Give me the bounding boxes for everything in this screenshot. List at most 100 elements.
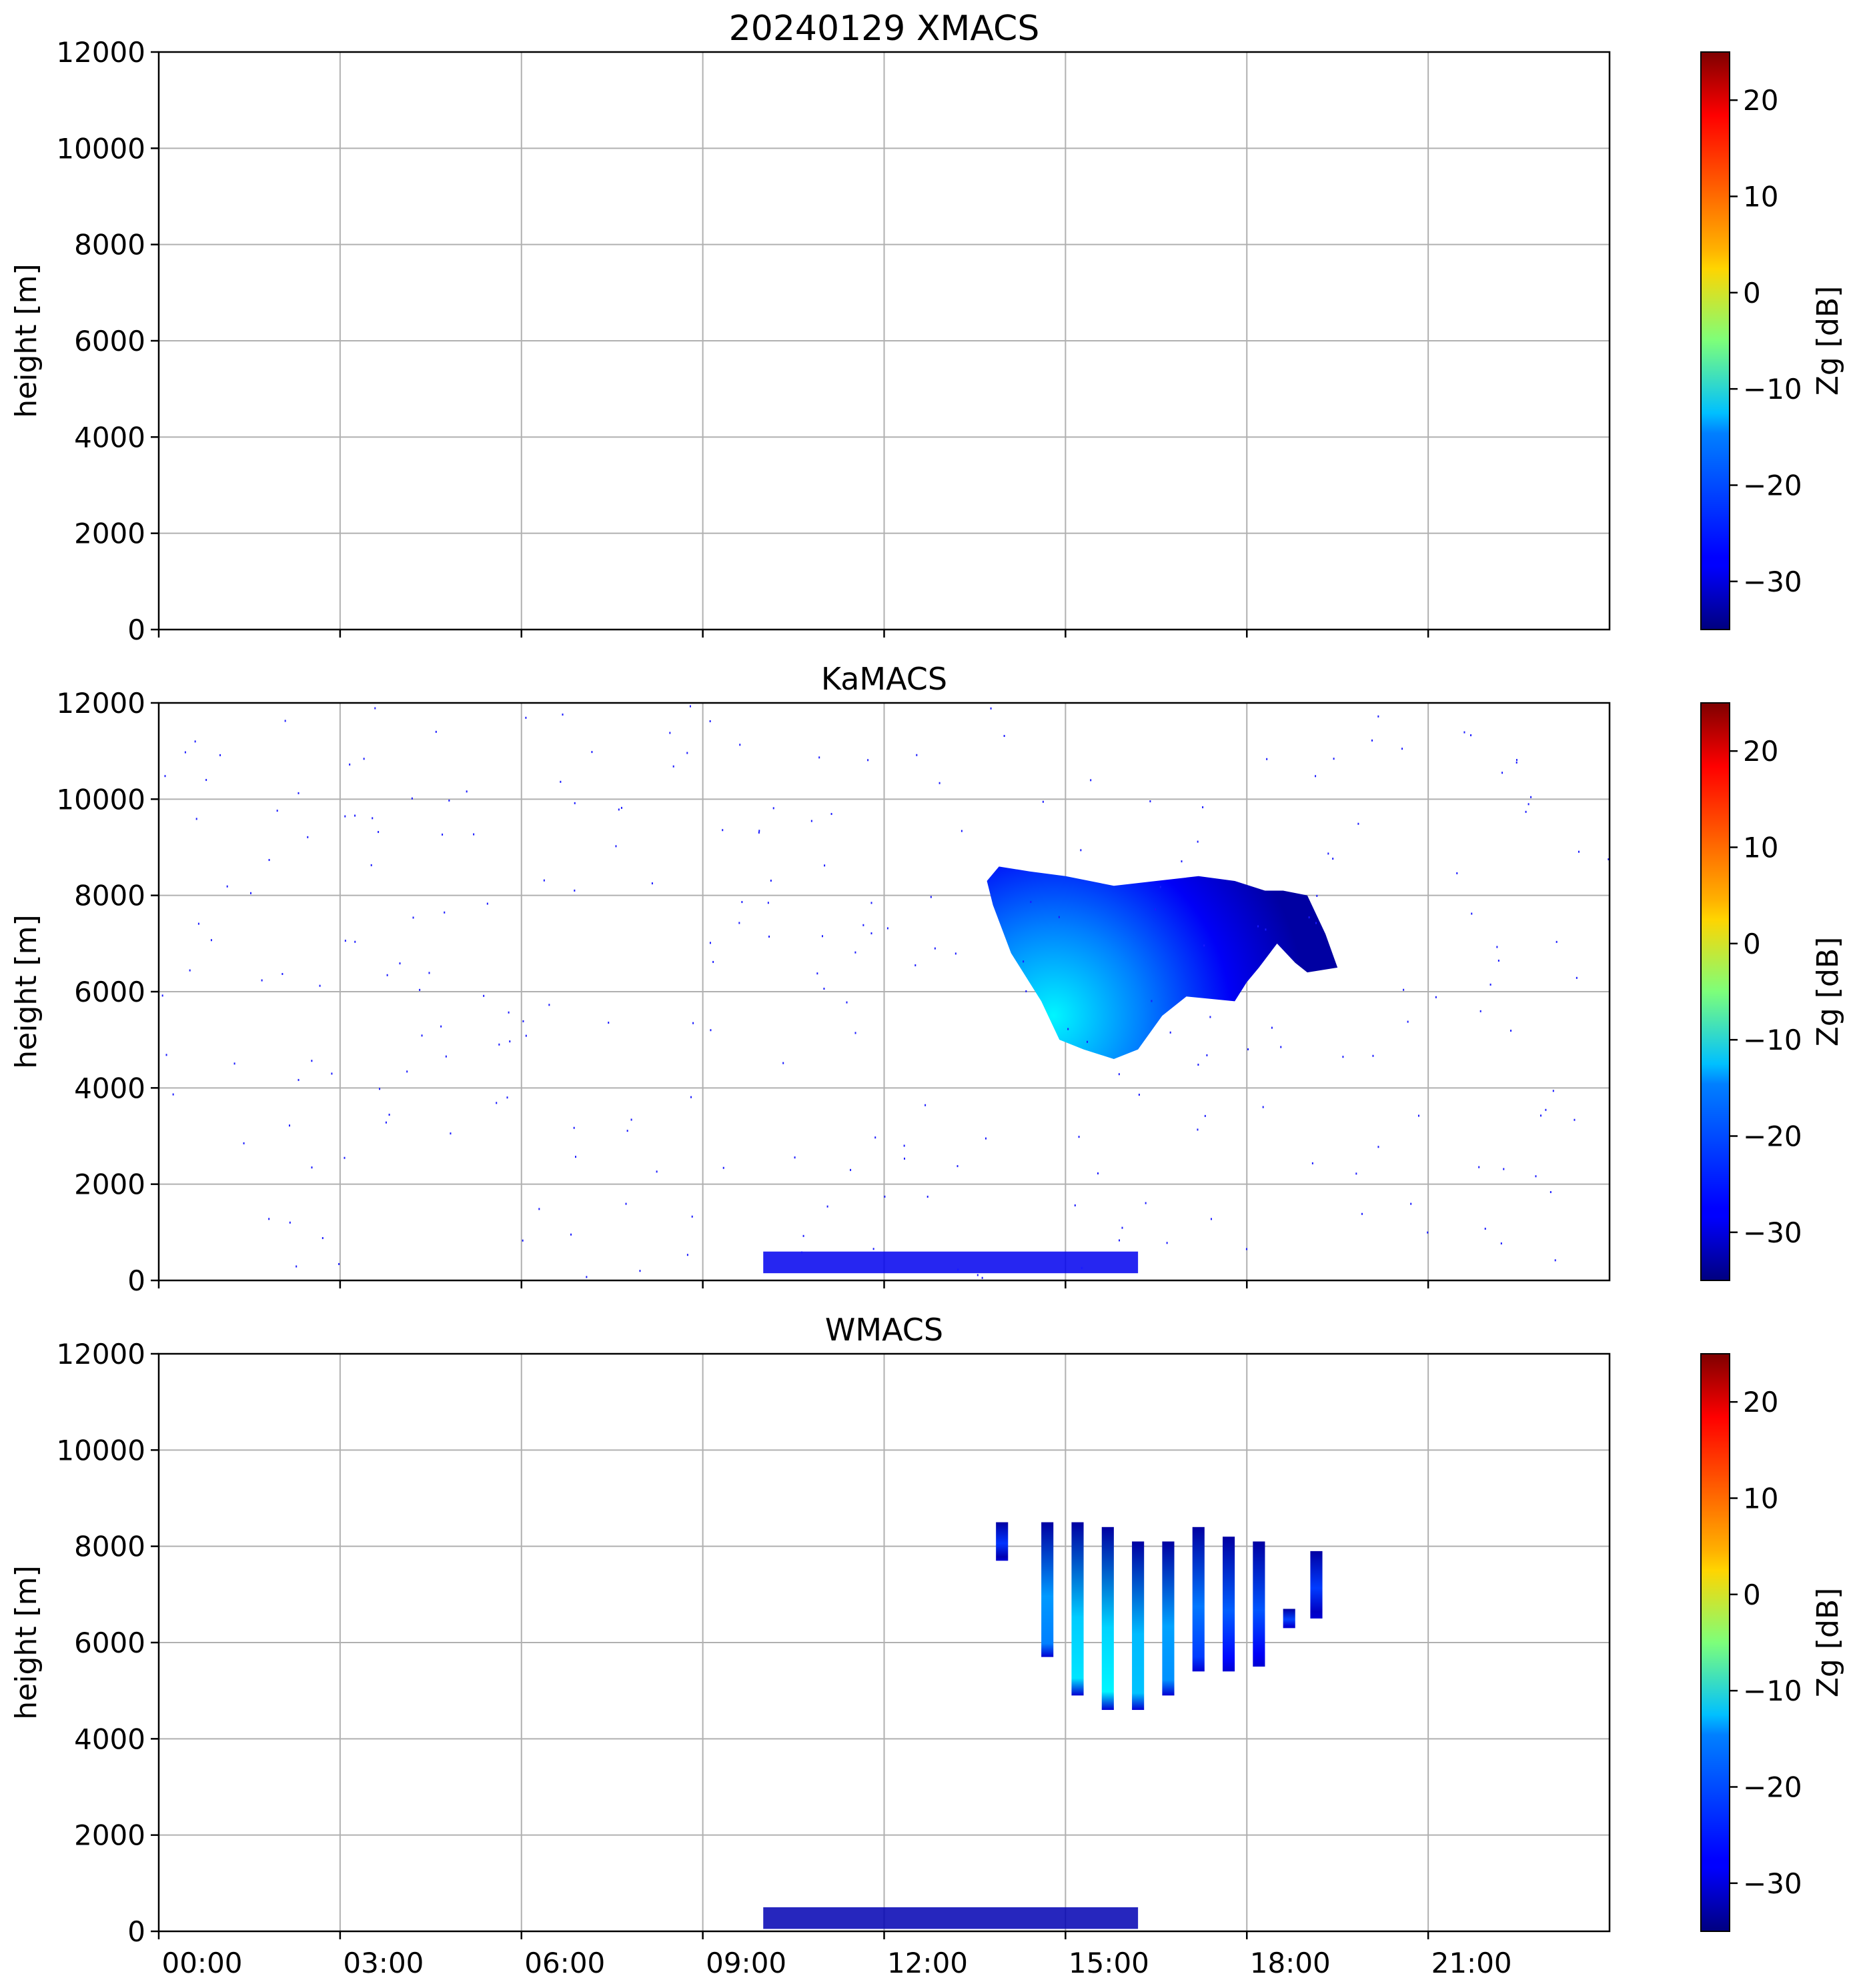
- colorbar: −30 −20 −10 0 10 20 Zg [dB]: [1700, 702, 1845, 1281]
- noise-speckle: [226, 885, 228, 888]
- noise-speckle: [1576, 976, 1578, 979]
- noise-speckle: [1552, 1090, 1554, 1092]
- noise-speckle: [1410, 1202, 1412, 1205]
- noise-speckle: [985, 1137, 987, 1140]
- noise-speckle: [164, 775, 166, 778]
- noise-speckle: [419, 988, 421, 991]
- noise-speckle: [421, 1034, 423, 1037]
- noise-speckle: [311, 1166, 313, 1169]
- noise-speckle: [1166, 1242, 1168, 1244]
- colorbar-tick-label: 0: [1743, 928, 1761, 960]
- noise-speckle: [1342, 1056, 1344, 1058]
- noise-speckle: [1497, 960, 1499, 962]
- panel-title: KaMACS: [821, 661, 947, 697]
- noise-speckle: [1025, 990, 1027, 992]
- noise-speckle: [331, 1072, 333, 1075]
- colorbar-tick-label: −20: [1743, 1771, 1802, 1804]
- echo-layer: [763, 1522, 1323, 1929]
- noise-speckle: [1169, 1031, 1171, 1034]
- noise-speckle: [821, 935, 823, 938]
- noise-speckle: [440, 1025, 442, 1028]
- noise-speckle: [1266, 758, 1268, 760]
- noise-speckle: [249, 892, 251, 894]
- noise-speckle: [1245, 1248, 1247, 1250]
- noise-speckle: [1471, 912, 1473, 915]
- noise-speckle: [1361, 1212, 1363, 1215]
- noise-speckle: [1081, 1266, 1083, 1269]
- noise-speckle: [386, 974, 388, 976]
- colorbar-ticks: −30 −20 −10 0 10 20: [1730, 735, 1802, 1249]
- noise-speckle: [810, 820, 812, 822]
- noise-speckle: [930, 896, 932, 898]
- noise-speckle: [466, 790, 468, 793]
- noise-speckle: [1578, 850, 1580, 853]
- noise-speckle: [289, 1221, 291, 1224]
- noise-speckle: [625, 1202, 627, 1205]
- x-tick-label: 09:00: [706, 1947, 786, 1979]
- noise-speckle: [385, 1121, 387, 1124]
- noise-speckle: [981, 1276, 983, 1279]
- x-tick-label: 21:00: [1431, 1947, 1512, 1979]
- noise-speckle: [686, 1254, 688, 1256]
- colorbar-tick-label: 20: [1743, 735, 1778, 768]
- noise-speckle: [957, 1268, 959, 1271]
- noise-speckle: [399, 962, 401, 965]
- noise-speckle: [1372, 1054, 1374, 1057]
- y-axis-label: height [m]: [9, 1565, 43, 1719]
- noise-speckle: [344, 815, 346, 818]
- y-tick-label: 0: [127, 1264, 145, 1297]
- noise-speckle: [189, 969, 191, 972]
- noise-speckle: [741, 901, 743, 904]
- noise-speckle: [1118, 1073, 1120, 1076]
- noise-speckle: [926, 1195, 928, 1198]
- cloud-column-echo: [1041, 1522, 1054, 1657]
- noise-speckle: [473, 833, 475, 836]
- noise-speckle: [1074, 1204, 1076, 1206]
- colorbar-label: Zg [dB]: [1811, 1588, 1845, 1698]
- x-tick-label: 00:00: [161, 1947, 242, 1979]
- noise-speckle: [710, 1029, 712, 1032]
- noise-speckle: [639, 1270, 641, 1272]
- noise-speckle: [197, 922, 199, 925]
- noise-speckle: [1097, 1172, 1099, 1175]
- y-tick-label: 6000: [74, 1627, 145, 1659]
- x-tick-label: 06:00: [524, 1947, 605, 1979]
- noise-speckle: [672, 765, 674, 768]
- noise-speckle: [1470, 734, 1472, 737]
- noise-speckle: [1149, 800, 1151, 803]
- noise-speckle: [1271, 1026, 1273, 1029]
- noise-speckle: [914, 964, 916, 966]
- noise-speckle: [1203, 944, 1205, 947]
- noise-speckle: [307, 836, 309, 838]
- noise-speckle: [768, 935, 770, 938]
- cloud-column-echo: [1283, 1609, 1295, 1629]
- colorbar-tick-label: −10: [1743, 373, 1802, 405]
- noise-speckle: [1204, 1114, 1206, 1117]
- noise-speckle: [1311, 1162, 1313, 1164]
- colorbar: −30 −20 −10 0 10 20 Zg [dB]: [1700, 51, 1845, 630]
- noise-speckle: [195, 818, 197, 820]
- x-tick-label: 18:00: [1250, 1947, 1331, 1979]
- noise-speckle: [630, 1118, 632, 1121]
- noise-speckle: [388, 1114, 390, 1116]
- noise-speckle: [506, 1096, 508, 1099]
- colorbar-tick-label: −20: [1743, 469, 1802, 502]
- noise-speckle: [591, 751, 593, 754]
- noise-speckle: [872, 1248, 874, 1250]
- colorbar-tick-label: −30: [1743, 566, 1802, 598]
- noise-speckle: [284, 720, 286, 722]
- noise-speckle: [1210, 1218, 1212, 1220]
- noise-speckle: [575, 1156, 577, 1158]
- colorbar-tick-label: 20: [1743, 1386, 1778, 1418]
- cloud-echo: [987, 866, 1338, 1060]
- noise-speckle: [1427, 1231, 1429, 1234]
- y-tick-label: 8000: [74, 880, 145, 912]
- noise-speckle: [243, 1142, 245, 1144]
- noise-speckle: [1550, 1191, 1552, 1194]
- noise-speckle: [522, 1239, 524, 1242]
- y-tick-label: 12000: [56, 687, 145, 720]
- noise-speckle: [903, 1144, 905, 1147]
- noise-speckle: [1280, 1046, 1282, 1048]
- noise-speckle: [874, 1136, 876, 1139]
- noise-speckle: [1090, 779, 1092, 782]
